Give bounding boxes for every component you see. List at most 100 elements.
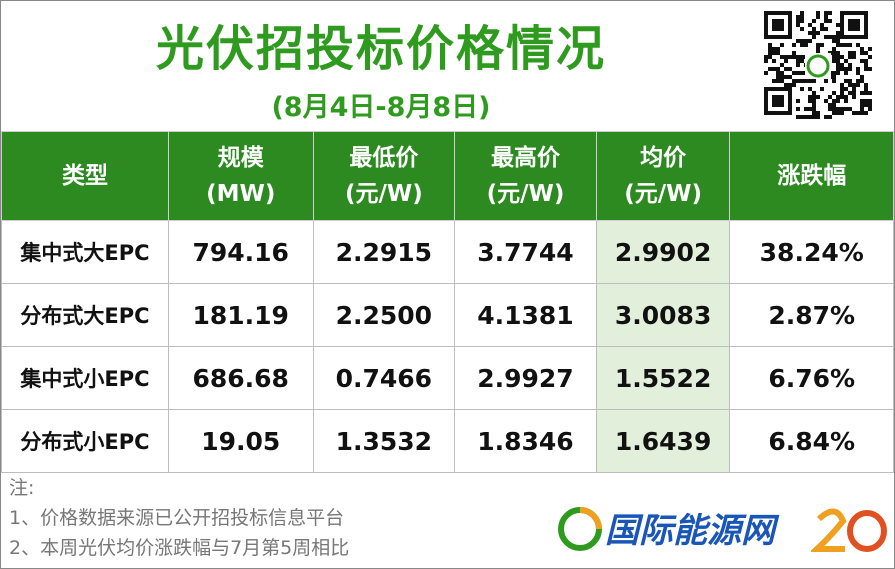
qr-module [824, 99, 828, 103]
qr-module [776, 67, 780, 71]
qr-module [860, 99, 864, 103]
qr-module [860, 59, 864, 63]
qr-module [776, 47, 780, 51]
table-cell: 4.1381 [454, 283, 597, 347]
qr-module [784, 59, 788, 63]
qr-module [808, 99, 812, 103]
table-cell: 686.68 [167, 346, 314, 410]
qr-module [800, 79, 804, 83]
qr-module [824, 15, 828, 19]
qr-module [804, 43, 808, 47]
table-cell: 2.2500 [312, 283, 456, 347]
qr-module [800, 87, 804, 91]
qr-module [836, 59, 840, 63]
qr-module [852, 87, 856, 91]
qr-module [792, 71, 796, 75]
qr-module [792, 43, 796, 47]
qr-module [800, 39, 804, 43]
qr-module [832, 99, 836, 103]
table-row: 集中式大EPC 794.16 2.2915 3.7744 2.9902 38.24% [1, 220, 894, 284]
qr-module [852, 55, 856, 59]
qr-module [828, 95, 832, 99]
note-line: 1、价格数据来源已公开招投标信息平台 [9, 507, 345, 529]
qr-module [848, 51, 852, 55]
qr-module [852, 51, 856, 55]
table-cell: 794.16 [167, 220, 314, 284]
qr-module [796, 63, 800, 67]
header-line: 最高价 [490, 145, 560, 171]
header-cell: 类型 [1, 131, 169, 221]
qr-module [772, 19, 784, 31]
qr-module [864, 99, 868, 103]
qr-module [796, 39, 800, 43]
table-row: 集中式小EPC 686.68 0.7466 2.9927 1.5522 6.76% [1, 346, 894, 410]
qr-module [860, 47, 864, 51]
qr-module [824, 19, 828, 23]
qr-module [764, 71, 768, 75]
table-cell: 6.76% [729, 346, 894, 410]
qr-module [832, 35, 836, 39]
qr-module [848, 43, 852, 47]
qr-module [824, 27, 828, 31]
qr-module [840, 111, 844, 115]
qr-module [836, 111, 840, 115]
qr-module [796, 115, 800, 119]
qr-module [776, 51, 780, 55]
qr-module [816, 111, 820, 115]
qr-module [832, 79, 836, 83]
qr-module [776, 79, 780, 83]
qr-module [852, 111, 856, 115]
qr-module [836, 39, 840, 43]
logo-text: 国际能源网 [605, 511, 775, 551]
qr-module [832, 47, 836, 51]
header-cell: 涨跌幅 [729, 131, 894, 221]
qr-module [852, 91, 856, 95]
qr-module [840, 95, 844, 99]
qr-module [860, 51, 864, 55]
header-line: (MW) [206, 181, 276, 207]
header-line: (元/W) [624, 181, 703, 207]
table-cell: 分布式大EPC [1, 283, 169, 347]
qr-module [772, 59, 776, 63]
qr-module [812, 115, 816, 119]
qr-module [828, 115, 832, 119]
qr-module [840, 87, 844, 91]
qr-module [836, 43, 840, 47]
qr-module [868, 47, 872, 51]
qr-module [864, 67, 868, 71]
qr-module [832, 111, 836, 115]
qr-module [864, 91, 868, 95]
qr-module [832, 55, 836, 59]
qr-module [816, 43, 820, 47]
qr-module [856, 43, 860, 47]
qr-module [768, 67, 772, 71]
qr-module [844, 79, 848, 83]
header-line: 最低价 [349, 145, 419, 171]
header-line: (元/W) [486, 181, 565, 207]
qr-module [848, 67, 852, 71]
qr-module [796, 59, 800, 63]
qr-module [868, 67, 872, 71]
table-cell: 1.3532 [312, 409, 456, 473]
table-row: 分布式小EPC 19.05 1.3532 1.8346 1.6439 6.84% [1, 409, 894, 473]
qr-code [764, 11, 872, 119]
qr-module [772, 47, 776, 51]
qr-module [828, 107, 832, 111]
table-cell: 3.7744 [454, 220, 597, 284]
qr-module [800, 71, 804, 75]
qr-module [788, 67, 792, 71]
qr-module [812, 27, 816, 31]
qr-module [772, 95, 784, 107]
qr-module [844, 99, 848, 103]
qr-module [856, 83, 860, 87]
table-cell: 1.6439 [595, 409, 731, 473]
qr-module [828, 35, 832, 39]
qr-module [832, 39, 836, 43]
qr-module [808, 39, 812, 43]
qr-module [808, 107, 812, 111]
qr-module [848, 91, 852, 95]
header-cell: 最高价 (元/W) [454, 131, 597, 221]
qr-module [796, 55, 800, 59]
qr-module [864, 59, 868, 63]
qr-module [780, 71, 784, 75]
